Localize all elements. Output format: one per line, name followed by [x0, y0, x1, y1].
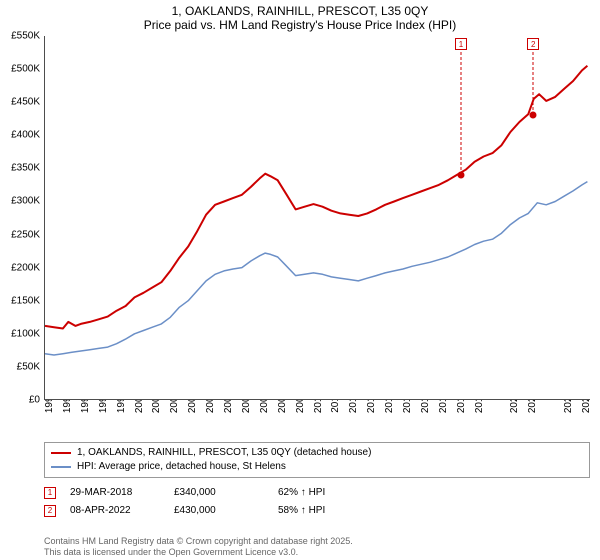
y-tick-label: £300K: [11, 196, 40, 207]
chart-title: 1, OAKLANDS, RAINHILL, PRESCOT, L35 0QY: [0, 4, 600, 18]
marker-dot: [530, 112, 537, 119]
legend-box: 1, OAKLANDS, RAINHILL, PRESCOT, L35 0QY …: [44, 442, 590, 478]
y-tick-label: £100K: [11, 328, 40, 339]
marker-glyph: 2: [44, 505, 56, 517]
chart-container: 1, OAKLANDS, RAINHILL, PRESCOT, L35 0QY …: [0, 0, 600, 560]
legend-item: 1, OAKLANDS, RAINHILL, PRESCOT, L35 0QY …: [51, 446, 583, 460]
chart-subtitle: Price paid vs. HM Land Registry's House …: [0, 18, 600, 32]
y-tick-label: £250K: [11, 229, 40, 240]
marker-vline: [533, 52, 534, 115]
marker-label: 1: [455, 38, 467, 50]
plot-area: 12: [44, 36, 590, 400]
y-tick-label: £400K: [11, 130, 40, 141]
series-hpi: [45, 182, 587, 355]
marker-label: 2: [527, 38, 539, 50]
marker-delta: 62% ↑ HPI: [278, 484, 368, 502]
marker-glyph: 1: [44, 487, 56, 499]
marker-dot: [458, 171, 465, 178]
marker-date: 29-MAR-2018: [70, 484, 160, 502]
legend-label: 1, OAKLANDS, RAINHILL, PRESCOT, L35 0QY …: [77, 446, 371, 460]
marker-row: 2 08-APR-2022 £430,000 58% ↑ HPI: [44, 502, 590, 520]
legend-item: HPI: Average price, detached house, St H…: [51, 460, 583, 474]
y-tick-label: £350K: [11, 163, 40, 174]
y-tick-label: £500K: [11, 64, 40, 75]
y-tick-label: £150K: [11, 295, 40, 306]
marker-price: £340,000: [174, 484, 264, 502]
attr-line-1: Contains HM Land Registry data © Crown c…: [44, 536, 353, 547]
marker-rows: 1 29-MAR-2018 £340,000 62% ↑ HPI 2 08-APR-202…: [44, 484, 590, 520]
legend-label: HPI: Average price, detached house, St H…: [77, 460, 286, 474]
marker-vline: [461, 52, 462, 175]
marker-date: 08-APR-2022: [70, 502, 160, 520]
y-tick-label: £450K: [11, 97, 40, 108]
attr-line-2: This data is licensed under the Open Gov…: [44, 547, 353, 558]
attribution: Contains HM Land Registry data © Crown c…: [44, 536, 353, 558]
y-tick-label: £550K: [11, 31, 40, 42]
chart-titles: 1, OAKLANDS, RAINHILL, PRESCOT, L35 0QY …: [0, 0, 600, 32]
chart-svg: [45, 36, 590, 399]
y-tick-label: £0: [29, 395, 40, 406]
legend-swatch: [51, 452, 71, 454]
y-tick-label: £50K: [17, 361, 40, 372]
legend-swatch: [51, 466, 71, 468]
marker-row: 1 29-MAR-2018 £340,000 62% ↑ HPI: [44, 484, 590, 502]
series-price_paid: [45, 66, 587, 329]
legend-area: 1, OAKLANDS, RAINHILL, PRESCOT, L35 0QY …: [44, 442, 590, 520]
marker-delta: 58% ↑ HPI: [278, 502, 368, 520]
y-tick-label: £200K: [11, 262, 40, 273]
marker-price: £430,000: [174, 502, 264, 520]
